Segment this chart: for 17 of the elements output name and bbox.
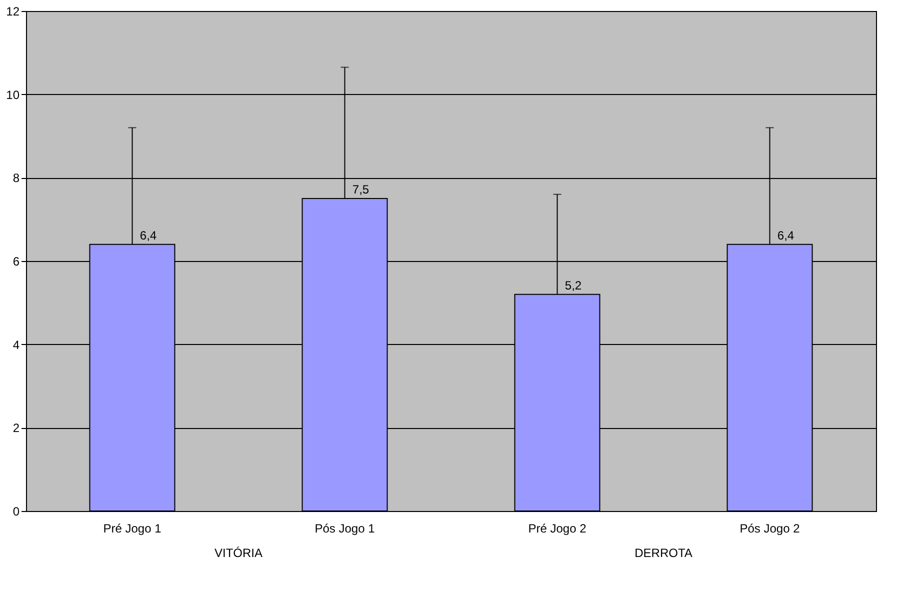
data-label: 6,4 <box>777 228 794 242</box>
data-label: 6,4 <box>140 228 157 242</box>
text: VITÓRIA <box>214 546 263 560</box>
data-label: 7,5 <box>352 182 370 196</box>
y-tick-label: 2 <box>12 421 20 436</box>
y-tick-label: 12 <box>6 4 20 18</box>
x-tick-label: Pós Jogo 1 <box>314 522 376 536</box>
x-tick-label: Pré Jogo 2 <box>528 522 587 536</box>
text: DERROTA <box>634 546 692 560</box>
data-label: 5,2 <box>564 278 582 292</box>
y-tick-label: 8 <box>12 171 20 186</box>
x-tick-label: Pré Jogo 1 <box>103 522 162 536</box>
y-tick-label: 6 <box>12 254 20 268</box>
y-tick-label: 4 <box>12 338 20 352</box>
y-tick-label: 10 <box>6 88 20 102</box>
y-tick-label: 0 <box>12 504 20 518</box>
x-tick-label: Pós Jogo 2 <box>740 522 800 536</box>
